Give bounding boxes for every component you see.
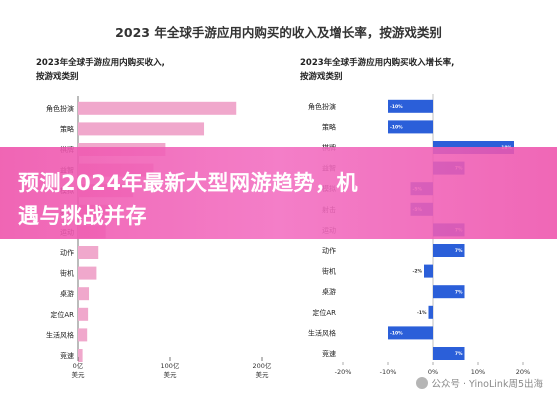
left-category-label: 桌游 xyxy=(60,289,74,298)
left-x-tick-label: 100亿 xyxy=(161,361,180,370)
growth-bar xyxy=(424,264,433,278)
growth-bar xyxy=(433,347,465,360)
left-chart-title-line2: 按游戏类别 xyxy=(36,72,79,82)
left-chart-title-line1: 2023年全球手游应用内购买收入, xyxy=(36,58,165,68)
right-x-tick-label: 0% xyxy=(428,368,438,376)
right-x-tick-label: -20% xyxy=(335,368,352,376)
growth-bar xyxy=(388,99,433,113)
left-category-label: 策略 xyxy=(60,124,74,133)
right-chart-title-line2: 按游戏类别 xyxy=(300,72,343,82)
right-category-label: 竞速 xyxy=(322,349,336,358)
growth-data-label: 7% xyxy=(455,289,463,295)
revenue-bar xyxy=(78,101,237,115)
growth-bar xyxy=(388,326,433,340)
right-chart-title-line1: 2023年全球手游应用内购买收入增长率, xyxy=(300,58,455,68)
headline-line2: 遇与挑战并存 xyxy=(18,204,147,228)
revenue-bar xyxy=(78,122,205,136)
left-x-tick-label: 0亿 xyxy=(73,361,84,370)
growth-bar xyxy=(433,244,465,257)
revenue-bar xyxy=(78,349,83,362)
revenue-bar xyxy=(78,246,99,259)
watermark: 公众号 · YinoLink周5出海 xyxy=(415,376,544,390)
left-x-tick-label: 200亿 xyxy=(253,361,272,370)
growth-data-label: 7% xyxy=(455,248,463,254)
watermark-text: 公众号 · YinoLink周5出海 xyxy=(431,379,544,390)
headline-banner: 预测2024年最新大型网游趋势，机 遇与挑战并存 xyxy=(0,147,557,239)
growth-data-label: -2% xyxy=(412,269,422,275)
left-category-label: 定位AR xyxy=(50,310,74,319)
right-x-tick-label: 10% xyxy=(471,368,485,376)
left-category-label: 生活风格 xyxy=(46,330,74,339)
left-x-tick-unit: 美元 xyxy=(164,370,178,379)
left-x-tick-unit: 美元 xyxy=(256,370,270,379)
growth-data-label: -10% xyxy=(390,104,403,110)
right-category-label: 策略 xyxy=(322,122,336,131)
right-category-label: 定位AR xyxy=(312,308,336,317)
headline-line1: 预测2024年最新大型网游趋势，机 xyxy=(18,171,358,195)
right-category-label: 桌游 xyxy=(322,287,336,296)
revenue-bar xyxy=(78,328,88,342)
page-title: 2023 年全球手游应用内购买的收入及增长率，按游戏类别 xyxy=(115,25,442,40)
wechat-icon xyxy=(415,377,428,389)
growth-data-label: 7% xyxy=(455,351,463,357)
right-category-label: 动作 xyxy=(322,246,336,255)
right-category-label: 角色扮演 xyxy=(308,102,336,111)
headline-text: 预测2024年最新大型网游趋势，机 遇与挑战并存 xyxy=(18,167,518,233)
growth-bar xyxy=(388,120,433,134)
growth-bar xyxy=(433,285,465,299)
revenue-bar xyxy=(78,266,97,280)
right-x-tick-label: -10% xyxy=(380,368,397,376)
left-chart-title: 2023年全球手游应用内购买收入, 按游戏类别 xyxy=(36,56,165,84)
left-category-label: 动作 xyxy=(60,248,74,257)
growth-data-label: -1% xyxy=(417,310,427,316)
left-x-tick-unit: 美元 xyxy=(72,370,86,379)
right-x-tick-label: 20% xyxy=(516,368,530,376)
right-category-label: 生活风格 xyxy=(308,328,336,337)
left-category-label: 街机 xyxy=(60,269,74,278)
growth-data-label: -10% xyxy=(390,125,403,131)
revenue-bar xyxy=(78,307,89,321)
right-chart-title: 2023年全球手游应用内购买收入增长率, 按游戏类别 xyxy=(300,56,454,84)
left-category-label: 竞速 xyxy=(60,351,74,360)
revenue-bar xyxy=(78,287,90,301)
right-category-label: 街机 xyxy=(322,267,336,276)
growth-bar xyxy=(428,305,433,319)
left-category-label: 角色扮演 xyxy=(46,104,74,113)
growth-data-label: -10% xyxy=(390,331,403,337)
